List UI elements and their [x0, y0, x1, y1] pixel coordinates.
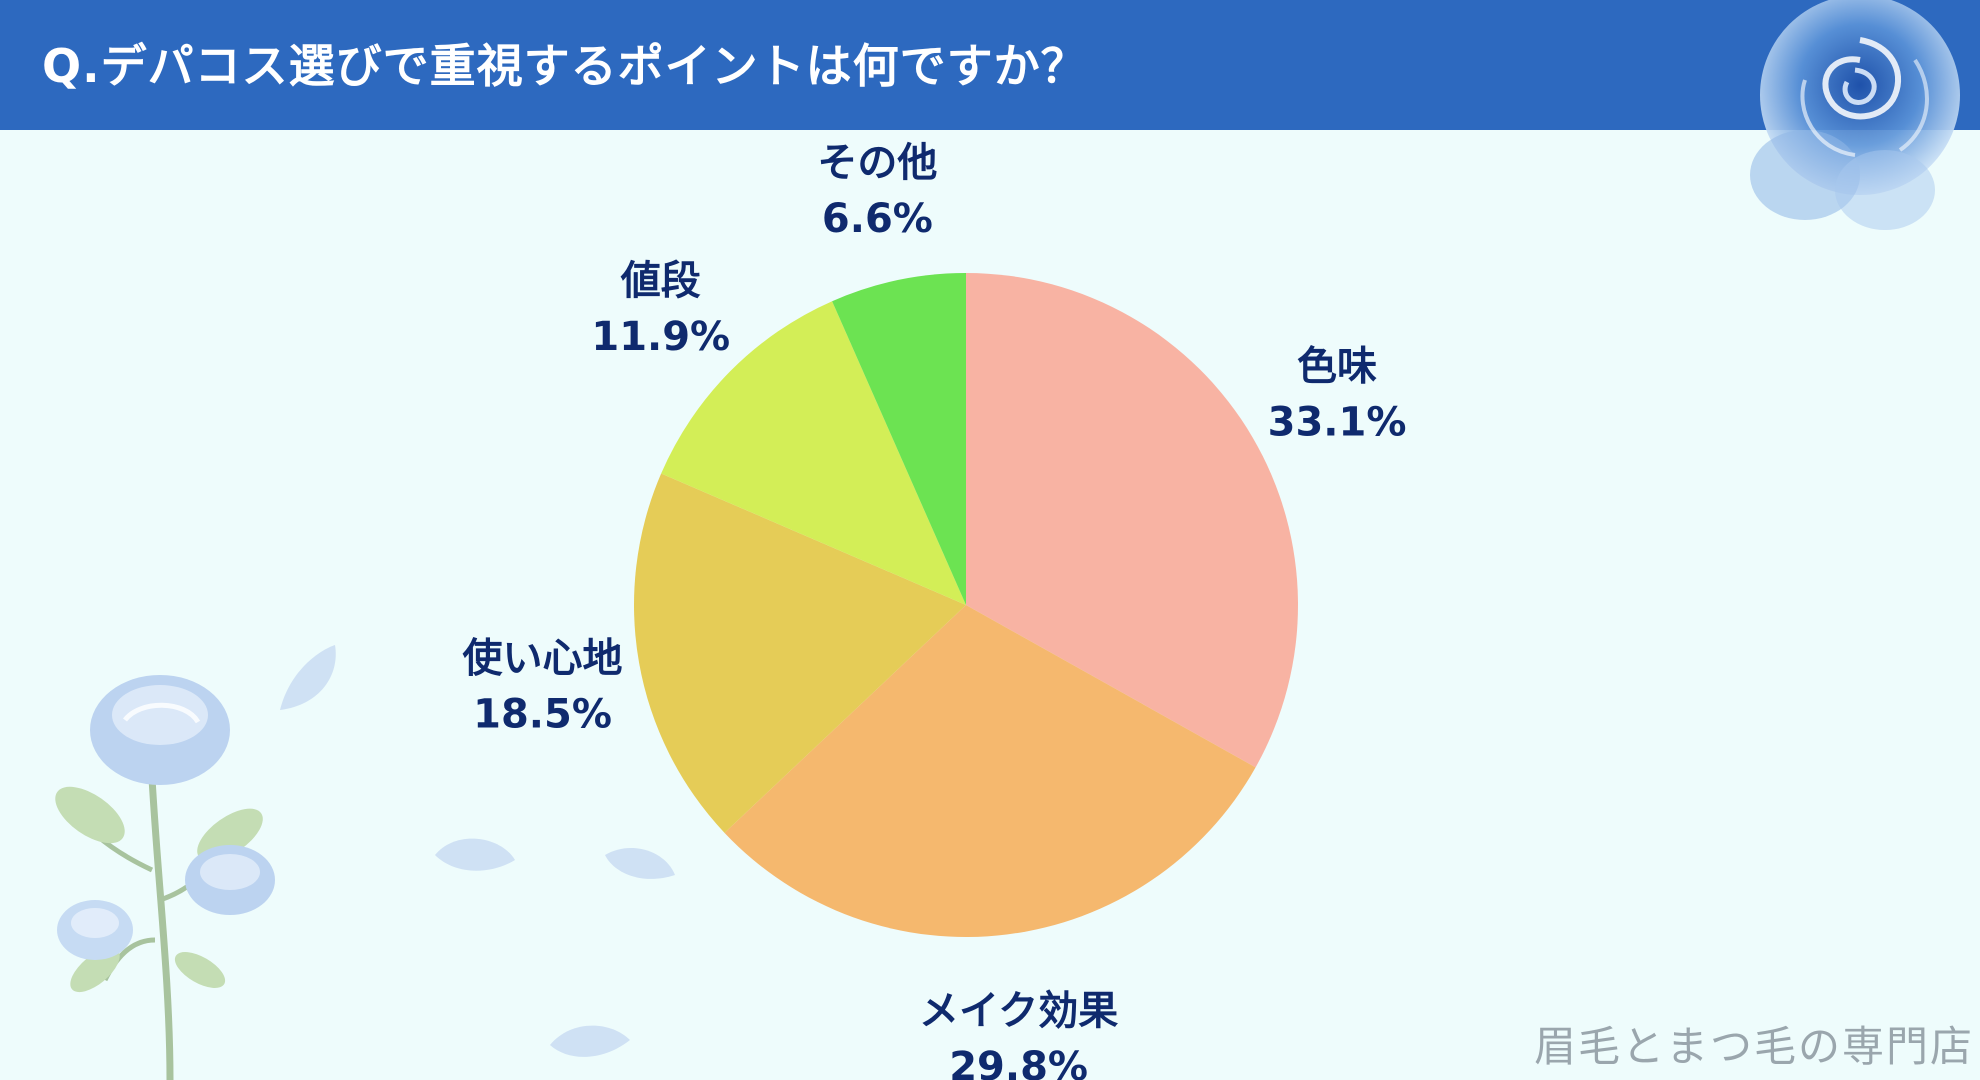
slice-value-4: 6.6%	[822, 196, 933, 242]
slice-label-3: 値段	[620, 258, 701, 304]
pie-slice-4	[832, 273, 966, 605]
slice-label-4: その他	[817, 140, 937, 186]
blue-petal-icon	[280, 645, 336, 710]
slice-label-1: メイク効果	[919, 988, 1118, 1034]
slice-label-2: 使い心地	[463, 636, 623, 682]
pie-slice-3	[661, 301, 966, 605]
blue-rose-bouquet-icon	[55, 675, 275, 1080]
slice-value-0: 33.1%	[1268, 400, 1407, 446]
slice-value-2: 18.5%	[473, 692, 612, 738]
pie-slice-0	[966, 273, 1298, 768]
slice-value-1: 29.8%	[949, 1044, 1088, 1080]
slice-label-0: 色味	[1297, 344, 1377, 390]
blue-petal-icon	[605, 847, 675, 879]
page-title: Q.デパコス選びで重視するポイントは何ですか？	[42, 39, 1088, 93]
slice-value-3: 11.9%	[591, 314, 730, 360]
blue-petal-icon	[435, 838, 515, 871]
watermark: 眉毛とまつ毛の専門店	[1533, 1022, 1974, 1071]
header-bar: Q.デパコス選びで重視するポイントは何ですか？	[0, 0, 1980, 130]
pie-slice-2	[634, 473, 966, 833]
pie-slice-1	[724, 605, 1256, 937]
blue-petal-icon	[550, 1025, 630, 1057]
blue-rose-icon	[1750, 0, 1960, 230]
